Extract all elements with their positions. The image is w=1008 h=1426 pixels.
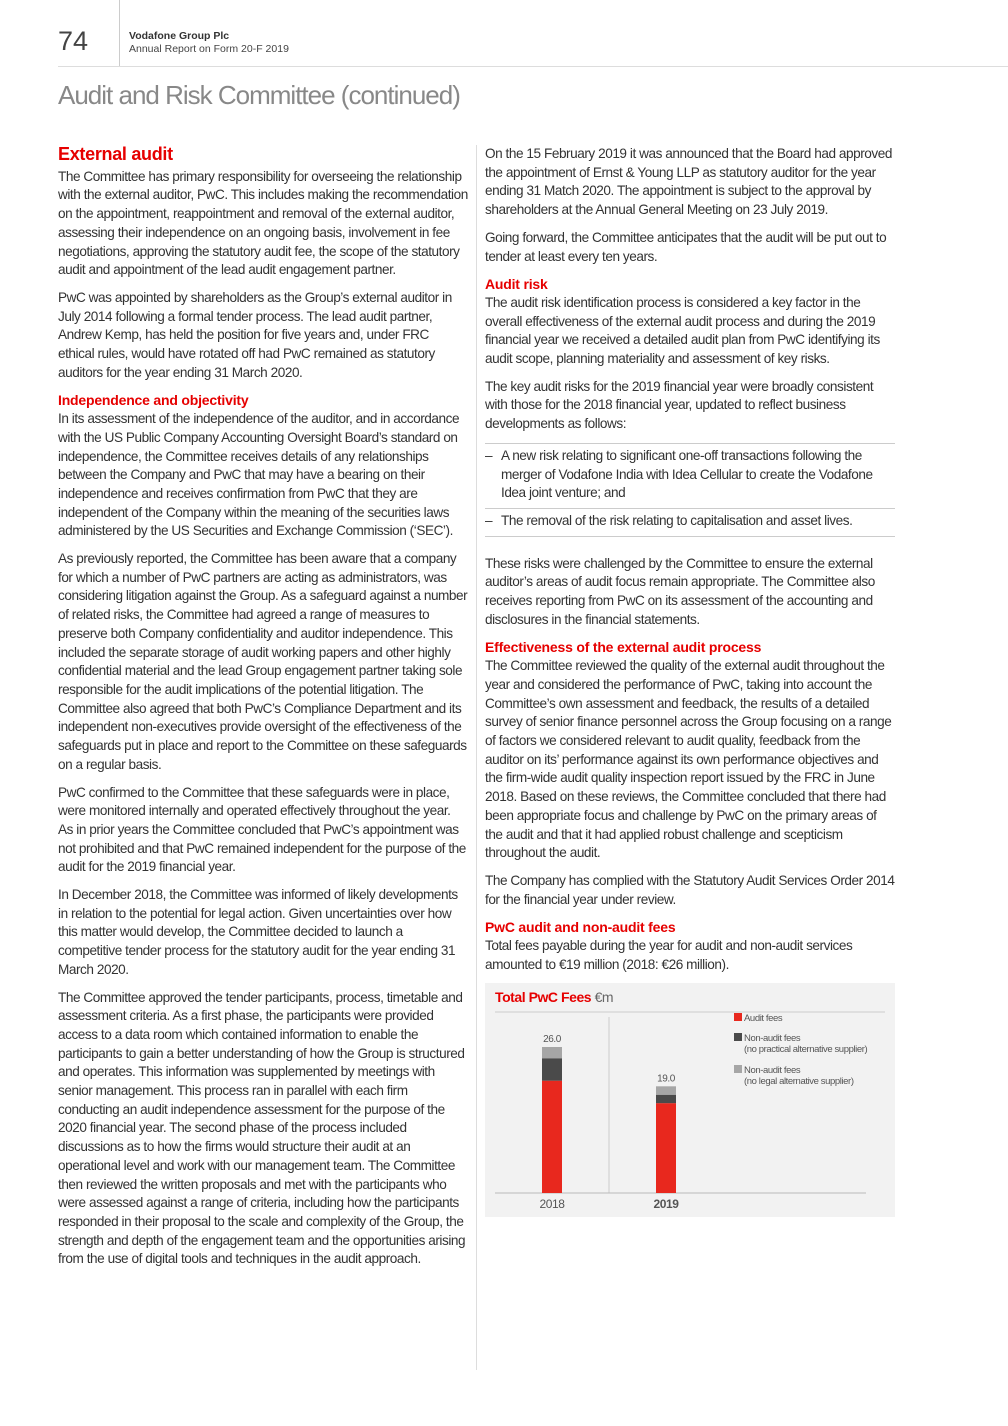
paragraph: PwC was appointed by shareholders as the… [58,289,452,380]
paragraph: As previously reported, the Committee ha… [58,551,468,772]
bar-segment [542,1058,562,1082]
legend-swatch [734,1033,742,1042]
report-name: Annual Report on Form 20-F 2019 [129,43,289,55]
list-item: A new risk relating to significant one-o… [485,444,895,509]
legend-sublabel: (no practical alternative supplier) [744,1044,868,1055]
category-label: 2019 [654,1197,680,1211]
legend-swatch [734,1065,742,1074]
paragraph: In its assessment of the independence of… [58,411,460,539]
paragraph: The Committee approved the tender partic… [58,989,466,1267]
legend-sublabel: (no legal alternative supplier) [744,1076,854,1087]
paragraph: The key audit risks for the 2019 financi… [485,378,874,432]
right-column: On the 15 February 2019 it was announced… [485,145,895,1218]
heading-audit-risk: Audit risk [485,276,548,293]
legend-label: Audit fees [744,1013,783,1024]
page-number: 74 [58,26,89,56]
paragraph: Total fees payable during the year for a… [485,938,853,972]
chart-title: Total PwC Fees €m [495,989,613,1005]
paragraph: In December 2018, the Committee was info… [58,887,458,977]
risk-list: A new risk relating to significant one-o… [485,442,895,537]
paragraph: These risks were challenged by the Commi… [485,555,875,627]
paragraph: PwC confirmed to the Committee that thes… [58,784,466,875]
legend-swatch [734,1013,742,1022]
legend-label: Non-audit fees [744,1033,801,1044]
chart-unit: €m [591,989,613,1005]
heading-external-audit: External audit [58,144,173,164]
category-label: 2018 [540,1197,566,1211]
total-label: 26.0 [543,1034,562,1045]
total-label: 19.0 [657,1074,676,1085]
list-item: The removal of the risk relating to capi… [485,509,895,537]
heading-independence: Independence and objectivity [58,392,249,409]
paragraph: Going forward, the Committee anticipates… [485,229,887,264]
bar-segment [542,1081,562,1194]
header-divider [119,0,120,66]
bar-segment [656,1103,676,1194]
heading-effectiveness: Effectiveness of the external audit proc… [485,639,762,656]
bar-segment [656,1095,676,1104]
left-column: External audit The Committee has primary… [58,145,468,1278]
paragraph: The Committee reviewed the quality of th… [485,658,892,861]
paragraph: The Committee has primary responsibility… [58,168,468,278]
column-divider [476,145,477,1370]
bar-segment [656,1086,676,1096]
fees-chart: Total PwC Fees €m 26.0 2018 19.0 2019 Audit f… [485,983,895,1218]
heading-fees: PwC audit and non-audit fees [485,919,676,936]
paragraph: On the 15 February 2019 it was announced… [485,146,892,218]
fees-chart-svg: Total PwC Fees €m 26.0 2018 19.0 2019 Audit f… [495,989,885,1211]
header-rule [58,66,1008,67]
paragraph: The Company has complied with the Statut… [485,872,895,907]
bar-segment [542,1047,562,1059]
company-name: Vodafone Group Plc [129,30,230,42]
legend-label: Non-audit fees [744,1065,801,1076]
page-title: Audit and Risk Committee (continued) [58,80,461,110]
paragraph: The audit risk identification process is… [485,294,880,367]
